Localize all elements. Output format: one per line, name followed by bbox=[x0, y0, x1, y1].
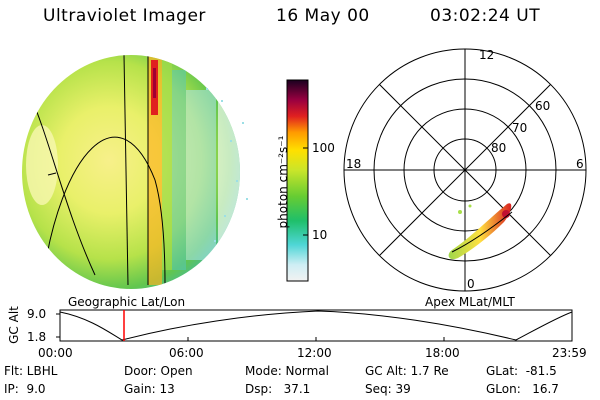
colorbar-tick-10: 10 bbox=[312, 228, 328, 242]
date-label: 16 May 00 bbox=[276, 6, 370, 26]
info-dsp: Dsp: 37.1 bbox=[245, 382, 311, 396]
time-label: 03:02:24 UT bbox=[430, 6, 541, 26]
info-flt: Flt: LBHL bbox=[4, 364, 58, 378]
mlt-label-12: 12 bbox=[479, 48, 495, 62]
timeline-xtick-1800: 18:00 bbox=[425, 346, 460, 360]
uv-image bbox=[22, 55, 248, 289]
info-gcalt: GC Alt: 1.7 Re bbox=[365, 364, 449, 378]
timeline-ytick-1.8: 1.8 bbox=[27, 330, 47, 344]
timeline-ylabel: GC Alt bbox=[7, 306, 21, 344]
apex-label: Apex MLat/MLT bbox=[425, 295, 515, 309]
timeline-xtick-2359: 23:59 bbox=[552, 346, 587, 360]
info-seq: Seq: 39 bbox=[365, 382, 411, 396]
mlt-label-6: 6 bbox=[576, 157, 584, 171]
info-door: Door: Open bbox=[124, 364, 193, 378]
info-mode: Mode: Normal bbox=[245, 364, 329, 378]
mlt-label-0: 0 bbox=[467, 277, 475, 291]
info-glat: GLat: -81.5 bbox=[486, 364, 557, 378]
colorbar-tick-100: 100 bbox=[312, 141, 335, 155]
color-bar bbox=[286, 79, 309, 282]
colorbar-unit-label: photon cm⁻²s⁻¹ bbox=[276, 135, 290, 229]
lat-label-70: 70 bbox=[512, 121, 528, 135]
timeline-xtick-0000: 00:00 bbox=[38, 346, 73, 360]
info-glon: GLon: 16.7 bbox=[486, 382, 559, 396]
timeline-ytick-9: 9.0 bbox=[27, 307, 47, 321]
timeline-xtick-0600: 06:00 bbox=[169, 346, 204, 360]
info-ip: IP: 9.0 bbox=[4, 382, 46, 396]
lat-label-60: 60 bbox=[535, 99, 551, 113]
auroral-oval bbox=[448, 203, 513, 260]
geographic-label: Geographic Lat/Lon bbox=[68, 295, 186, 309]
instrument-title: Ultraviolet Imager bbox=[43, 6, 206, 26]
polar-plot bbox=[343, 48, 587, 292]
altitude-timeline bbox=[56, 309, 573, 342]
lat-label-80: 80 bbox=[491, 141, 507, 155]
info-gain: Gain: 13 bbox=[124, 382, 175, 396]
mlt-label-18: 18 bbox=[346, 157, 362, 171]
timeline-xtick-1200: 12:00 bbox=[297, 346, 332, 360]
